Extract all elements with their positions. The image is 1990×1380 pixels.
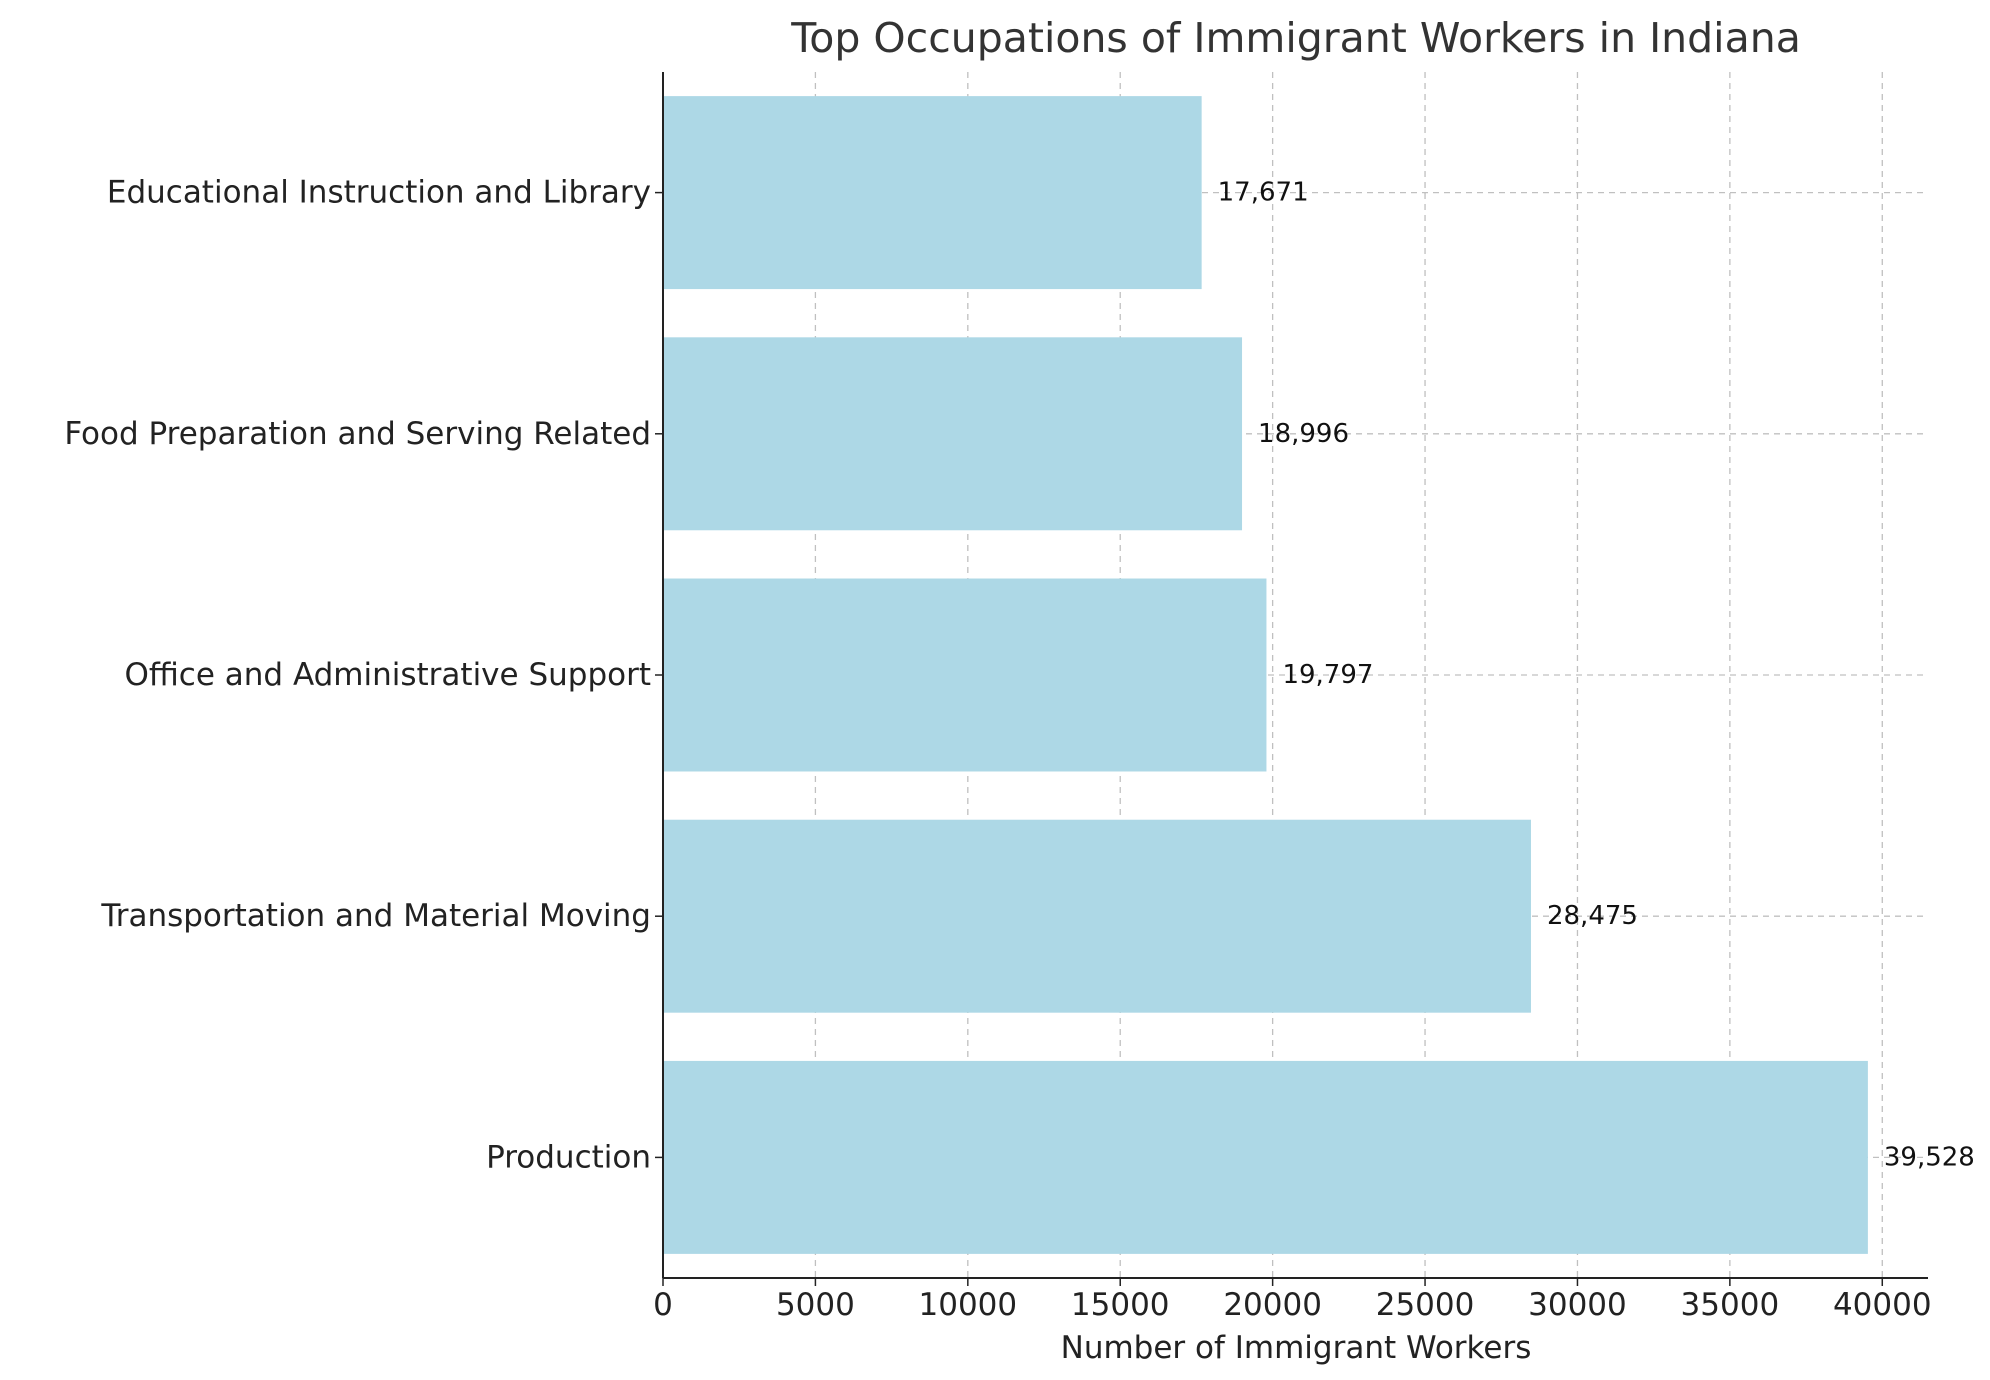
bar bbox=[663, 578, 1267, 772]
chart-title: Top Occupations of Immigrant Workers in … bbox=[790, 14, 1801, 62]
bar-value-label: 28,475 bbox=[1547, 901, 1638, 931]
y-tick-label: Educational Instruction and Library bbox=[107, 175, 651, 211]
x-tick-label: 40000 bbox=[1833, 1287, 1932, 1323]
bar bbox=[663, 819, 1531, 1013]
data-labels: 39,528 28,475 19,797 18,996 17,671 bbox=[1218, 178, 1975, 1173]
x-tick-label: 25000 bbox=[1376, 1287, 1475, 1323]
x-tick-label: 20000 bbox=[1223, 1287, 1322, 1323]
bar-value-label: 19,797 bbox=[1282, 660, 1373, 690]
x-axis-label: Number of Immigrant Workers bbox=[1061, 1330, 1532, 1366]
y-tick-label: Transportation and Material Moving bbox=[100, 898, 651, 934]
x-tick-label: 0 bbox=[653, 1287, 673, 1323]
x-tick-label: 5000 bbox=[776, 1287, 855, 1323]
bar-value-label: 18,996 bbox=[1258, 419, 1349, 449]
bar-value-label: 39,528 bbox=[1884, 1142, 1975, 1172]
y-tick-label: Production bbox=[486, 1139, 651, 1175]
bar bbox=[663, 337, 1243, 531]
x-axis: 0 5000 10000 15000 20000 25000 30000 35000 40000 bbox=[653, 1277, 1932, 1323]
bar-value-label: 17,671 bbox=[1218, 178, 1309, 208]
bars bbox=[663, 96, 1868, 1254]
y-axis: Production Transportation and Material Mo… bbox=[64, 72, 664, 1278]
y-tick-label: Food Preparation and Serving Related bbox=[64, 416, 651, 452]
bar bbox=[663, 96, 1202, 290]
x-tick-label: 15000 bbox=[1071, 1287, 1170, 1323]
x-tick-label: 10000 bbox=[919, 1287, 1018, 1323]
y-tick-label: Office and Administrative Support bbox=[124, 657, 651, 693]
bar bbox=[663, 1060, 1868, 1254]
x-tick-label: 30000 bbox=[1528, 1287, 1627, 1323]
x-tick-label: 35000 bbox=[1681, 1287, 1780, 1323]
